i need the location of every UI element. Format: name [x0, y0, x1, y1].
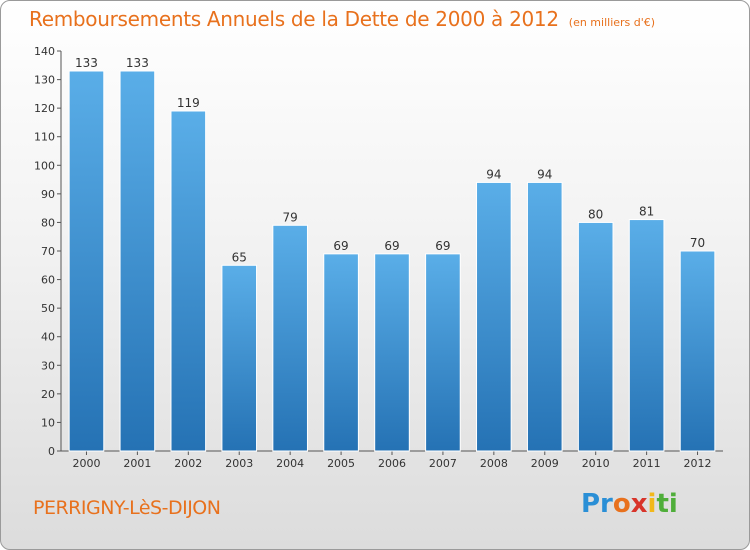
x-tick-label: 2001 — [123, 457, 151, 470]
chart-axes: 0 10 20 30 40 50 60 70 80 90 100 110 120 130 140 2000 20… — [34, 45, 723, 470]
y-tick-label: 60 — [41, 274, 55, 287]
place-name: PERRIGNY-LèS-DIJON — [33, 497, 221, 519]
y-tick-label: 40 — [41, 331, 55, 344]
bar-value-label: 65 — [232, 250, 247, 264]
x-tick-label: 2006 — [378, 457, 406, 470]
bar-value-label: 79 — [283, 210, 298, 224]
y-tick-label: 110 — [34, 131, 55, 144]
x-tick-label: 2011 — [633, 457, 661, 470]
bar — [425, 253, 461, 452]
y-tick-label: 70 — [41, 245, 55, 258]
chart-title-unit: (en milliers d'€) — [568, 16, 656, 29]
logo-part-2: o — [612, 489, 631, 519]
x-tick-label: 2005 — [327, 457, 355, 470]
y-tick-label: 50 — [41, 302, 55, 315]
x-tick-label: 2003 — [225, 457, 253, 470]
y-tick-label: 30 — [41, 359, 55, 372]
chart-title: Remboursements Annuels de la Dette de 20… — [29, 7, 655, 31]
bar — [577, 221, 614, 452]
y-tick-label: 80 — [41, 216, 55, 229]
chart-title-main: Remboursements Annuels de la Dette de 20… — [29, 7, 559, 31]
logo-part-1: Pr — [581, 489, 613, 519]
x-tick-label: 2000 — [72, 457, 100, 470]
x-tick-label: 2008 — [480, 457, 508, 470]
x-tick-label: 2012 — [684, 457, 712, 470]
y-tick-label: 10 — [41, 416, 55, 429]
y-tick-label: 90 — [41, 188, 55, 201]
bar-value-label: 80 — [588, 207, 603, 221]
logo-part-3: x — [630, 489, 648, 519]
bar — [526, 181, 563, 452]
bar — [476, 181, 512, 452]
bar — [221, 264, 258, 452]
bar — [323, 253, 359, 452]
y-tick-label: 0 — [48, 445, 55, 458]
x-tick-label: 2004 — [276, 457, 304, 470]
bar — [119, 70, 156, 452]
bar — [374, 253, 410, 452]
x-tick-label: 2007 — [429, 457, 457, 470]
bar-value-label: 119 — [177, 96, 200, 110]
bar-value-label: 70 — [690, 236, 705, 250]
bar-value-label: 81 — [639, 205, 654, 219]
bar-value-label: 94 — [486, 167, 501, 181]
y-tick-label: 120 — [34, 102, 55, 115]
y-tick-label: 100 — [34, 159, 55, 172]
bar-value-label: 133 — [75, 56, 98, 70]
chart-bars: 133 133 119 65 79 69 69 69 94 94 80 81 70 — [68, 56, 716, 452]
bar-value-label: 69 — [333, 239, 348, 253]
bar — [628, 219, 665, 452]
bar — [170, 110, 207, 452]
y-tick-label: 140 — [34, 45, 55, 58]
bar-value-label: 133 — [126, 56, 149, 70]
bar-value-label: 69 — [435, 239, 450, 253]
bar — [68, 70, 105, 452]
y-tick-label: 130 — [34, 74, 55, 87]
proxiti-logo: Proxiti — [581, 489, 678, 519]
bar-value-label: 94 — [537, 167, 552, 181]
y-tick-label: 20 — [41, 388, 55, 401]
x-tick-label: 2002 — [174, 457, 202, 470]
logo-part-5: ti — [656, 489, 678, 519]
x-tick-label: 2010 — [582, 457, 610, 470]
x-tick-label: 2009 — [531, 457, 559, 470]
logo-part-4: i — [647, 489, 657, 519]
bar — [679, 250, 716, 452]
bar — [272, 224, 308, 452]
bar-value-label: 69 — [384, 239, 399, 253]
